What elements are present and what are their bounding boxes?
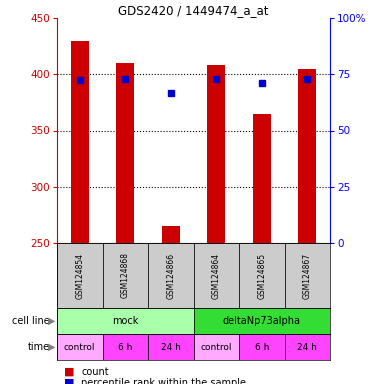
Bar [57, 334, 102, 360]
Text: 6 h: 6 h [118, 343, 132, 351]
Text: 24 h: 24 h [297, 343, 317, 351]
Bar [194, 243, 239, 308]
Text: ▶: ▶ [47, 316, 55, 326]
Text: cell line: cell line [12, 316, 50, 326]
Text: control: control [200, 343, 232, 351]
Text: mock: mock [112, 316, 138, 326]
Text: GSM124864: GSM124864 [212, 252, 221, 299]
Bar [102, 243, 148, 308]
Bar [253, 114, 271, 243]
Text: count: count [81, 367, 109, 377]
Text: ■: ■ [65, 367, 75, 377]
Text: GSM124867: GSM124867 [303, 252, 312, 299]
Text: ▶: ▶ [47, 342, 55, 352]
Bar [148, 243, 194, 308]
Text: GSM124854: GSM124854 [75, 252, 84, 299]
Text: 24 h: 24 h [161, 343, 181, 351]
Bar [116, 63, 134, 243]
Title: GDS2420 / 1449474_a_at: GDS2420 / 1449474_a_at [118, 4, 269, 17]
Text: deltaNp73alpha: deltaNp73alpha [223, 316, 301, 326]
Text: GSM124868: GSM124868 [121, 253, 130, 298]
Text: ■: ■ [65, 378, 75, 384]
Text: GSM124866: GSM124866 [166, 252, 175, 299]
Text: GSM124865: GSM124865 [257, 252, 266, 299]
Bar [57, 243, 102, 308]
Bar [70, 40, 89, 243]
Bar [194, 308, 330, 334]
Bar [148, 334, 194, 360]
Bar [239, 334, 285, 360]
Bar [207, 65, 225, 243]
Bar [298, 69, 316, 243]
Text: time: time [27, 342, 50, 352]
Text: percentile rank within the sample: percentile rank within the sample [81, 378, 246, 384]
Bar [285, 334, 330, 360]
Bar [194, 334, 239, 360]
Bar [162, 226, 180, 243]
Bar [102, 334, 148, 360]
Text: 6 h: 6 h [255, 343, 269, 351]
Text: control: control [64, 343, 95, 351]
Bar [57, 308, 194, 334]
Bar [285, 243, 330, 308]
Bar [239, 243, 285, 308]
